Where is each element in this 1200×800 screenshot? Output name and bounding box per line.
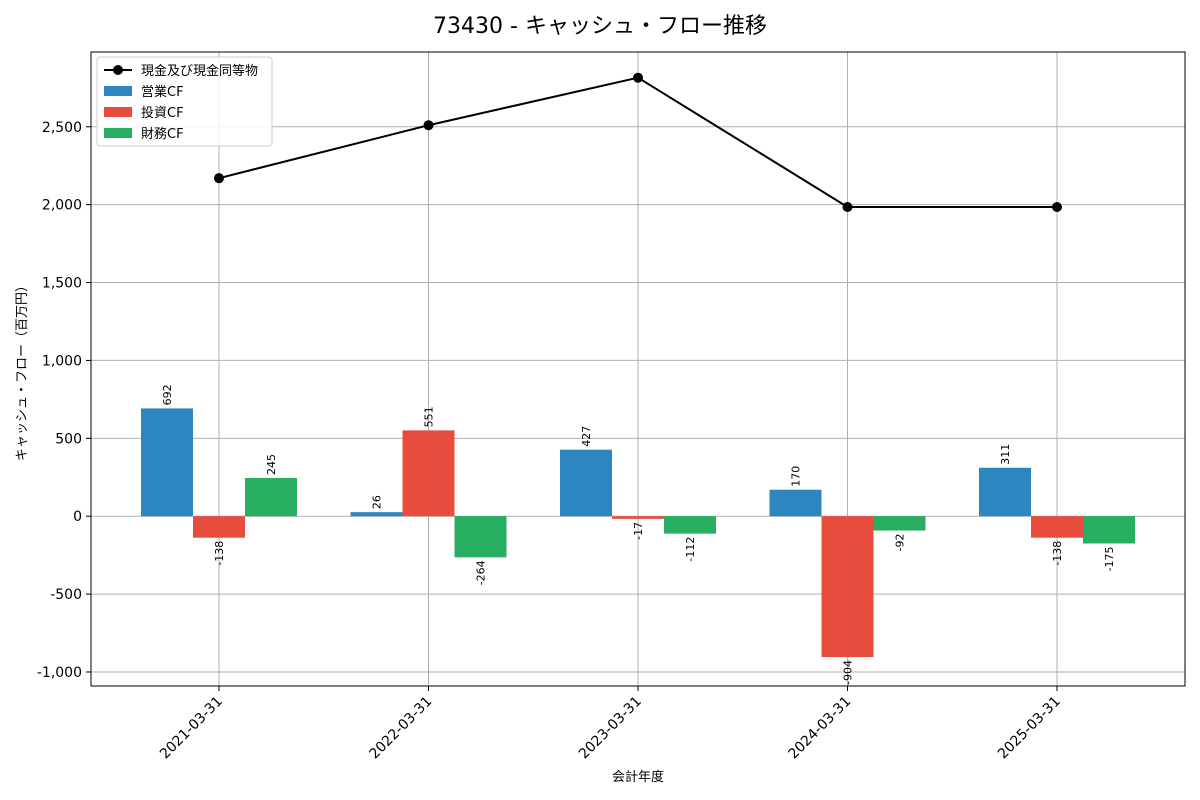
y-tick-label: 2,500 (42, 120, 82, 136)
data-labels: 692 26 427 170 311 -138 551 -17 -904 -138 245 -264 -… (161, 384, 1116, 685)
cash-line (214, 72, 1062, 212)
y-tick-label: 500 (55, 431, 82, 447)
bar-value-label: -175 (1103, 546, 1116, 571)
grid (91, 52, 1185, 686)
bar-value-label: -904 (842, 660, 855, 685)
bar-investing (402, 430, 455, 517)
legend-label[interactable]: 投資CF (141, 105, 184, 121)
x-axis-label: 会計年度 (612, 769, 664, 785)
bar-value-label: 311 (999, 444, 1012, 465)
bar-investing (193, 516, 245, 538)
bar-value-label: -138 (1051, 541, 1064, 566)
bar-value-label: -112 (684, 537, 697, 562)
legend-marker (113, 65, 123, 75)
cash-point (633, 72, 643, 83)
x-tick-label: 2024-03-31 (785, 694, 854, 763)
y-tick-label: 2,000 (42, 198, 82, 214)
chart-title: 73430 - キャッシュ・フロー推移 (433, 14, 767, 39)
bar-operating (350, 512, 403, 517)
bar-value-label: -138 (213, 541, 226, 566)
bar-value-label: 170 (790, 466, 803, 487)
x-tick-label: 2021-03-31 (157, 694, 226, 763)
y-tick-label: 0 (73, 509, 82, 525)
bar-operating (769, 489, 822, 517)
bar-value-label: 26 (371, 495, 384, 509)
legend-swatch (104, 128, 132, 138)
bar-value-label: 245 (265, 454, 278, 475)
bar-value-label: 692 (161, 384, 174, 405)
y-axis-label: キャッシュ・フロー（百万円） (15, 279, 30, 461)
bar-value-label: -264 (475, 560, 488, 585)
legend-swatch (104, 86, 132, 96)
legend-label[interactable]: 財務CF (141, 127, 184, 142)
plot-frame (90, 51, 1186, 687)
bar-operating (141, 408, 193, 517)
bars (141, 408, 1135, 658)
x-tick-label: 2025-03-31 (995, 694, 1064, 763)
bar-investing (612, 516, 664, 519)
y-tick-label: -1,000 (37, 665, 82, 681)
bar-financing (245, 478, 297, 517)
legend-swatch (104, 107, 132, 117)
cash-point (842, 201, 853, 212)
cash-point (214, 173, 224, 184)
legend-label[interactable]: 営業CF (141, 84, 184, 100)
x-tick-label: 2022-03-31 (366, 694, 435, 763)
legend-label[interactable]: 現金及び現金同等物 (141, 63, 258, 79)
legend-box (96, 56, 273, 147)
x-tick-label: 2023-03-31 (576, 694, 645, 763)
cash-point (1052, 201, 1062, 212)
bar-value-label: 551 (423, 406, 436, 427)
axes: -1,000 -500 0 500 1,000 1,500 2,000 2,500 2021-0… (37, 51, 1186, 763)
y-tick-label: -500 (50, 587, 82, 603)
bar-financing (664, 516, 716, 534)
bar-financing (873, 516, 926, 531)
bar-operating (979, 467, 1031, 517)
bar-investing (821, 516, 874, 658)
bar-financing (1083, 516, 1135, 544)
bar-financing (454, 516, 507, 558)
bar-value-label: -17 (632, 522, 645, 540)
cash-point (423, 120, 434, 131)
y-tick-label: 1,000 (42, 353, 82, 369)
bar-investing (1031, 516, 1083, 538)
bar-value-label: -92 (894, 534, 907, 552)
bar-value-label: 427 (580, 426, 593, 447)
bar-operating (560, 449, 612, 517)
y-tick-label: 1,500 (42, 276, 82, 292)
